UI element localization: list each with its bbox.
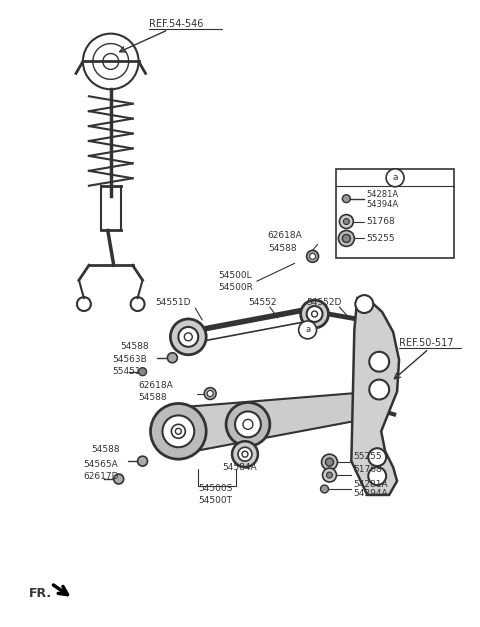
Circle shape [235,411,261,437]
Circle shape [386,169,404,187]
Text: 54565A: 54565A [83,460,118,468]
Circle shape [300,300,328,328]
Circle shape [322,454,337,470]
Circle shape [307,250,319,262]
Circle shape [168,353,178,362]
Circle shape [114,474,124,484]
Circle shape [369,352,389,372]
Text: a: a [305,325,310,334]
Text: 55451: 55451 [113,367,142,376]
Text: 54281A: 54281A [366,190,398,199]
Circle shape [310,253,315,260]
Circle shape [355,295,373,313]
Circle shape [307,306,323,322]
Polygon shape [351,298,399,495]
Circle shape [170,319,206,355]
Circle shape [226,403,270,446]
Circle shape [207,391,213,396]
Text: 54500T: 54500T [198,497,232,505]
Text: 54588: 54588 [120,342,149,351]
Circle shape [338,231,354,246]
Polygon shape [179,391,374,454]
Text: 62618A: 62618A [139,381,173,390]
Circle shape [299,321,316,339]
Circle shape [368,448,386,466]
Text: 62618A: 62618A [268,231,302,240]
Text: FR.: FR. [29,587,52,600]
Circle shape [321,485,328,493]
Text: 54552: 54552 [248,298,276,307]
Circle shape [342,234,350,243]
Text: 54588: 54588 [91,445,120,454]
Circle shape [138,456,147,466]
Text: 55255: 55255 [366,234,395,243]
Text: 51768: 51768 [366,217,395,226]
Text: 54394A: 54394A [366,200,398,209]
Text: 54584A: 54584A [222,463,257,472]
Circle shape [139,367,146,376]
Text: 54394A: 54394A [353,490,388,498]
Text: 54281A: 54281A [353,480,388,488]
Text: REF.54-546: REF.54-546 [148,19,203,29]
Circle shape [325,458,334,466]
Text: 54588: 54588 [268,244,297,253]
Circle shape [151,404,206,459]
Text: a: a [392,173,398,182]
Text: 51768: 51768 [353,465,382,473]
Text: 54551D: 54551D [156,298,191,307]
Text: 54500R: 54500R [218,283,253,292]
Text: 54500S: 54500S [198,485,232,493]
Circle shape [339,214,353,228]
Text: REF.50-517: REF.50-517 [399,338,454,348]
Circle shape [342,195,350,203]
Text: 54552D: 54552D [307,298,342,307]
Circle shape [204,387,216,399]
Circle shape [179,327,198,347]
Circle shape [369,379,389,399]
Circle shape [323,468,336,482]
Text: 54563B: 54563B [113,356,147,364]
Circle shape [238,447,252,461]
Circle shape [343,219,349,224]
Circle shape [162,416,194,447]
Circle shape [232,441,258,467]
Circle shape [326,472,333,478]
Text: 54588: 54588 [139,393,167,402]
Text: 62617D: 62617D [83,472,119,480]
Text: 55255: 55255 [353,451,382,461]
Text: 54500L: 54500L [218,271,252,280]
FancyBboxPatch shape [336,169,454,258]
Circle shape [368,467,386,485]
